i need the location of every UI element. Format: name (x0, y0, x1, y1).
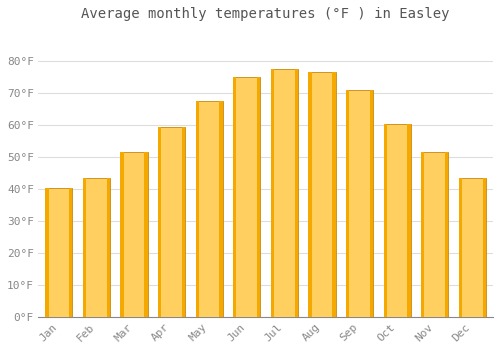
Bar (83, 178, 110, 317)
Bar (83, 178, 86, 317)
Bar (158, 127, 185, 317)
Bar (106, 178, 110, 317)
Bar (69, 188, 72, 317)
Bar (308, 72, 336, 317)
Bar (158, 127, 162, 317)
Bar (445, 153, 448, 317)
Bar (233, 77, 236, 317)
Bar (346, 90, 350, 317)
Bar (120, 153, 148, 317)
Bar (332, 72, 336, 317)
Bar (257, 77, 260, 317)
Bar (459, 178, 486, 317)
Bar (220, 101, 222, 317)
Bar (308, 72, 312, 317)
Bar (421, 153, 448, 317)
Bar (346, 90, 373, 317)
Bar (271, 69, 298, 317)
Bar (482, 178, 486, 317)
Bar (120, 153, 124, 317)
Bar (384, 124, 387, 317)
Bar (196, 101, 199, 317)
Bar (408, 124, 410, 317)
Bar (384, 124, 410, 317)
Bar (182, 127, 185, 317)
Bar (294, 69, 298, 317)
Title: Average monthly temperatures (°F ) in Easley: Average monthly temperatures (°F ) in Ea… (82, 7, 450, 21)
Bar (233, 77, 260, 317)
Bar (370, 90, 373, 317)
Bar (46, 188, 72, 317)
Bar (46, 188, 48, 317)
Bar (196, 101, 222, 317)
Bar (144, 153, 148, 317)
Bar (271, 69, 274, 317)
Bar (459, 178, 462, 317)
Bar (421, 153, 424, 317)
